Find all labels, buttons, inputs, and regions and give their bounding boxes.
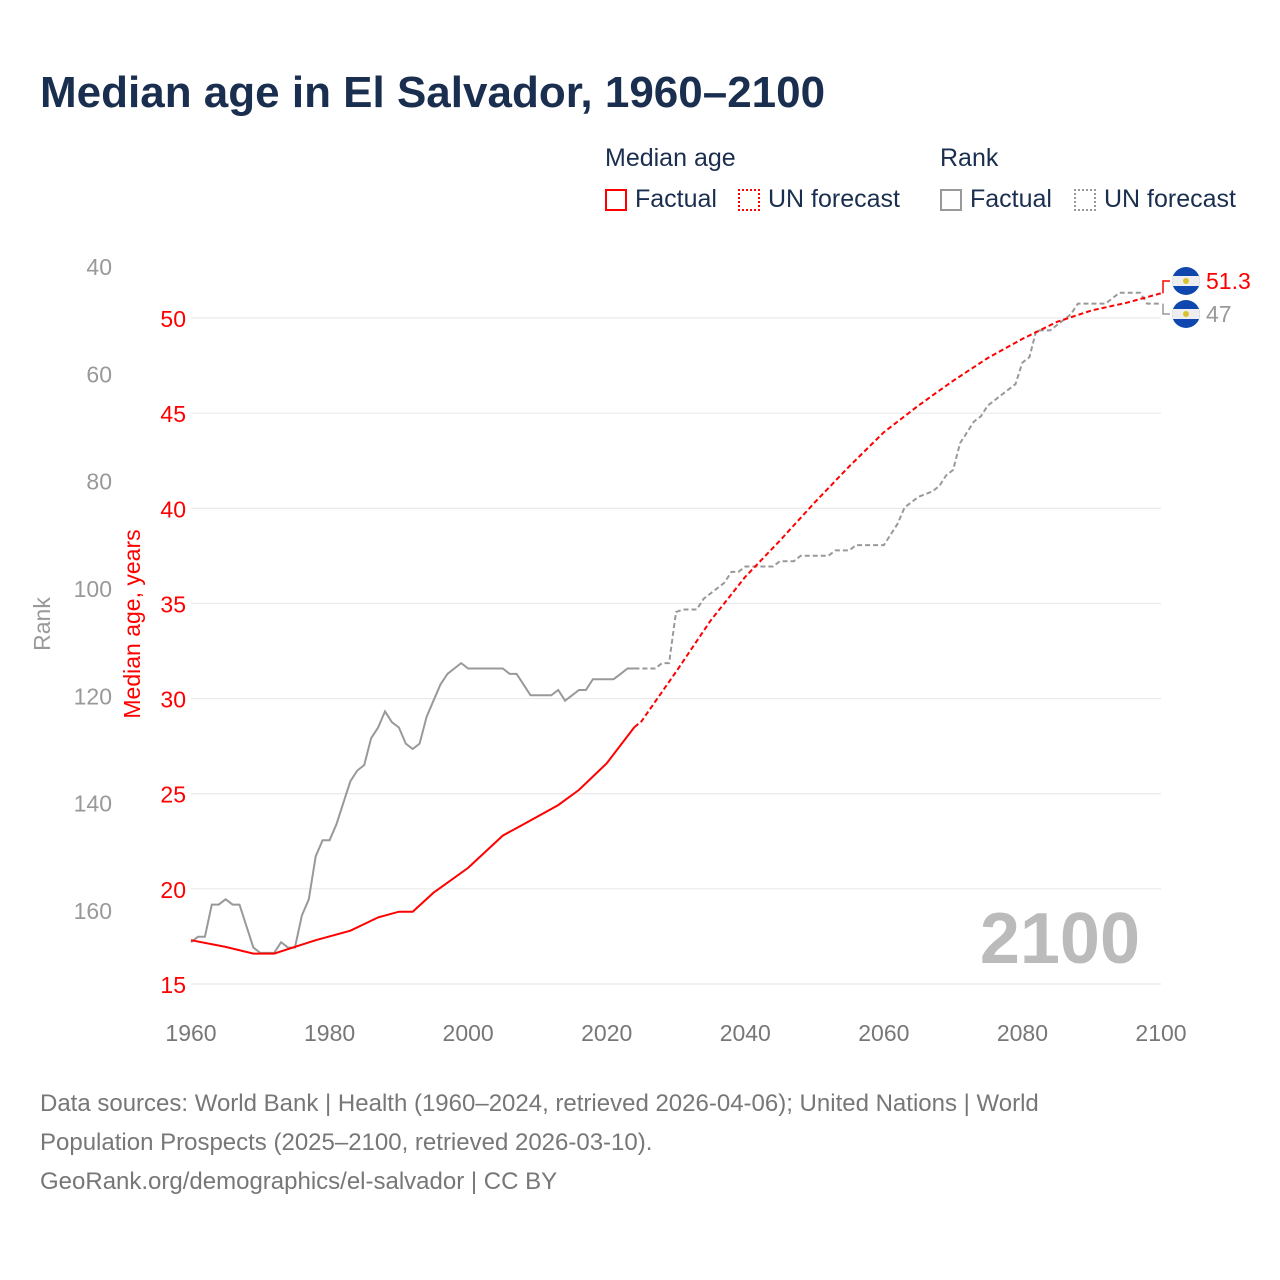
legend-label: Factual (635, 185, 717, 213)
median-tick-label: 20 (160, 877, 186, 903)
rank-forecast-line (634, 291, 1161, 670)
rank-tick-label: 140 (74, 791, 112, 817)
x-tick-label: 2020 (581, 1020, 632, 1046)
median-axis-label: Median age, years (119, 529, 145, 718)
legend-label: UN forecast (768, 185, 900, 213)
rank-tick-label: 160 (74, 898, 112, 924)
flag-stripes (1172, 267, 1200, 295)
legend-rank-forecast[interactable]: UN forecast (1074, 185, 1236, 214)
year-watermark: 2100 (980, 899, 1140, 979)
legend-median-forecast[interactable]: UN forecast (738, 185, 900, 214)
legend-median-factual[interactable]: Factual (605, 185, 717, 214)
rank-tick-label: 120 (74, 683, 112, 709)
median-tick-label: 45 (160, 401, 186, 427)
legend-swatch-dotted-gray (1074, 188, 1096, 211)
legend-heading-median: Median age (605, 144, 736, 172)
end-value-label: 51.3 (1206, 268, 1251, 294)
el-salvador-flag-icon (1172, 300, 1200, 328)
footer-sources-line1: Data sources: World Bank | Health (1960–… (40, 1090, 1039, 1117)
median-tick-label: 15 (160, 972, 186, 998)
flag-emblem (1183, 278, 1189, 284)
x-tick-label: 1960 (165, 1020, 216, 1046)
rank-factual-line (190, 661, 635, 954)
rank-tick-label: 100 (74, 576, 112, 602)
median-tick-label: 25 (160, 782, 186, 808)
chart-title: Median age in El Salvador, 1960–2100 (40, 68, 826, 117)
connector-line (1162, 303, 1170, 315)
median-forecast-line (633, 292, 1162, 728)
legend-swatch-solid-red (605, 188, 627, 211)
x-tick-label: 2000 (443, 1020, 494, 1046)
legend-label: Factual (970, 185, 1052, 213)
legend-swatch-solid-gray (940, 188, 962, 211)
median-tick-label: 30 (160, 687, 186, 713)
x-tick-label: 2040 (720, 1020, 771, 1046)
legend-label: UN forecast (1104, 185, 1236, 213)
rank-tick-label: 60 (86, 361, 112, 387)
legend-heading-rank: Rank (940, 144, 999, 172)
median-tick-label: 40 (160, 496, 186, 522)
rank-tick-label: 40 (86, 254, 112, 280)
median-tick-label: 35 (160, 591, 186, 617)
x-tick-label: 2060 (858, 1020, 909, 1046)
legend-swatch-dotted-red (738, 188, 760, 211)
el-salvador-flag-icon (1172, 267, 1200, 295)
x-tick-label: 1980 (304, 1020, 355, 1046)
connector-line (1162, 280, 1170, 294)
legend-rank-factual[interactable]: Factual (940, 185, 1052, 214)
x-tick-label: 2080 (997, 1020, 1048, 1046)
flag-emblem (1183, 311, 1189, 317)
end-value-label: 47 (1206, 301, 1232, 327)
footer-sources-line2: Population Prospects (2025–2100, retriev… (40, 1129, 653, 1156)
median-tick-label: 50 (160, 306, 186, 332)
footer-link[interactable]: GeoRank.org/demographics/el-salvador | C… (40, 1168, 558, 1195)
median-factual-line (190, 726, 636, 955)
rank-tick-label: 80 (86, 469, 112, 495)
rank-axis-label: Rank (29, 597, 55, 651)
x-tick-label: 2100 (1135, 1020, 1186, 1046)
flag-stripes (1172, 300, 1200, 328)
